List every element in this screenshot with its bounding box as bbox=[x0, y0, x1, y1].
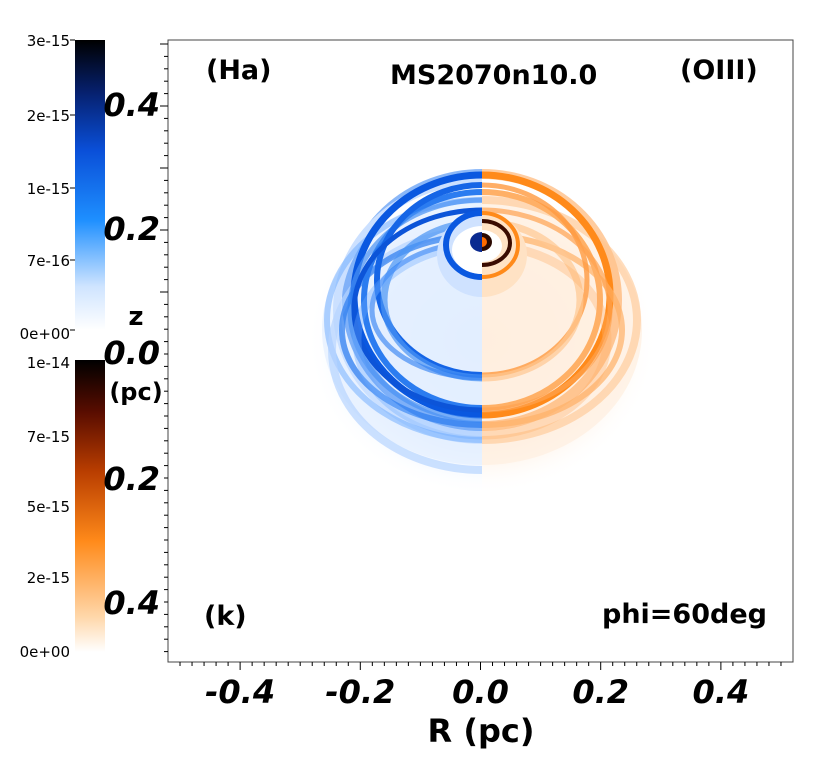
oiii-tick-label: 5e-15 bbox=[27, 498, 70, 516]
oiii-tick-label: 2e-15 bbox=[27, 569, 70, 587]
x-tick-label: -0.4 bbox=[205, 673, 275, 711]
x-axis-ticks bbox=[179, 662, 782, 670]
x-tick-label: 0.2 bbox=[572, 673, 629, 711]
oiii-half bbox=[482, 169, 657, 495]
colorbar-ha bbox=[75, 40, 105, 330]
z-tick-label: 0.0 bbox=[103, 334, 160, 372]
ha-tick-label: 1e-15 bbox=[27, 180, 70, 198]
z-tick-label: 0.2 bbox=[103, 210, 160, 248]
colorbar-ha-ticks: 3e-15 2e-15 1e-15 7e-16 0e+00 bbox=[20, 32, 75, 343]
x-axis-labels: -0.4 -0.2 0.0 0.2 0.4 bbox=[205, 673, 749, 711]
ha-tick-label: 2e-15 bbox=[27, 107, 70, 125]
panel-label: (k) bbox=[204, 601, 247, 632]
oiii-label: (OIII) bbox=[680, 55, 758, 86]
ha-tick-label: 0e+00 bbox=[20, 325, 70, 343]
x-tick-label: 0.4 bbox=[693, 673, 750, 711]
x-tick-label: -0.2 bbox=[325, 673, 395, 711]
ha-tick-label: 7e-16 bbox=[27, 252, 70, 270]
z-tick-label: 0.4 bbox=[103, 584, 160, 622]
view-angle-label: phi=60deg bbox=[602, 599, 767, 630]
z-axis-unit: (pc) bbox=[109, 378, 162, 406]
z-tick-label: 0.2 bbox=[103, 460, 160, 498]
ha-label: (Ha) bbox=[206, 55, 272, 86]
x-tick-label: 0.0 bbox=[452, 673, 509, 711]
oiii-tick-label: 0e+00 bbox=[20, 643, 70, 661]
z-axis-title: z bbox=[128, 302, 143, 332]
ha-tick-label: 3e-15 bbox=[27, 32, 70, 50]
x-axis-title: R (pc) bbox=[428, 712, 535, 750]
oiii-tick-label: 1e-14 bbox=[27, 354, 70, 372]
colorbar-oiii-ticks: 1e-14 7e-15 5e-15 2e-15 0e+00 bbox=[20, 354, 70, 661]
emission-map bbox=[307, 169, 657, 495]
colorbar-oiii bbox=[75, 360, 105, 652]
ha-half bbox=[307, 169, 482, 495]
z-axis-ticks bbox=[160, 43, 168, 653]
oiii-tick-label: 7e-15 bbox=[27, 428, 70, 446]
chart-title: MS2070n10.0 bbox=[390, 60, 597, 91]
z-axis-labels: 0.4 0.2 0.0 0.2 0.4 z (pc) bbox=[103, 86, 162, 622]
z-tick-label: 0.4 bbox=[103, 86, 160, 124]
